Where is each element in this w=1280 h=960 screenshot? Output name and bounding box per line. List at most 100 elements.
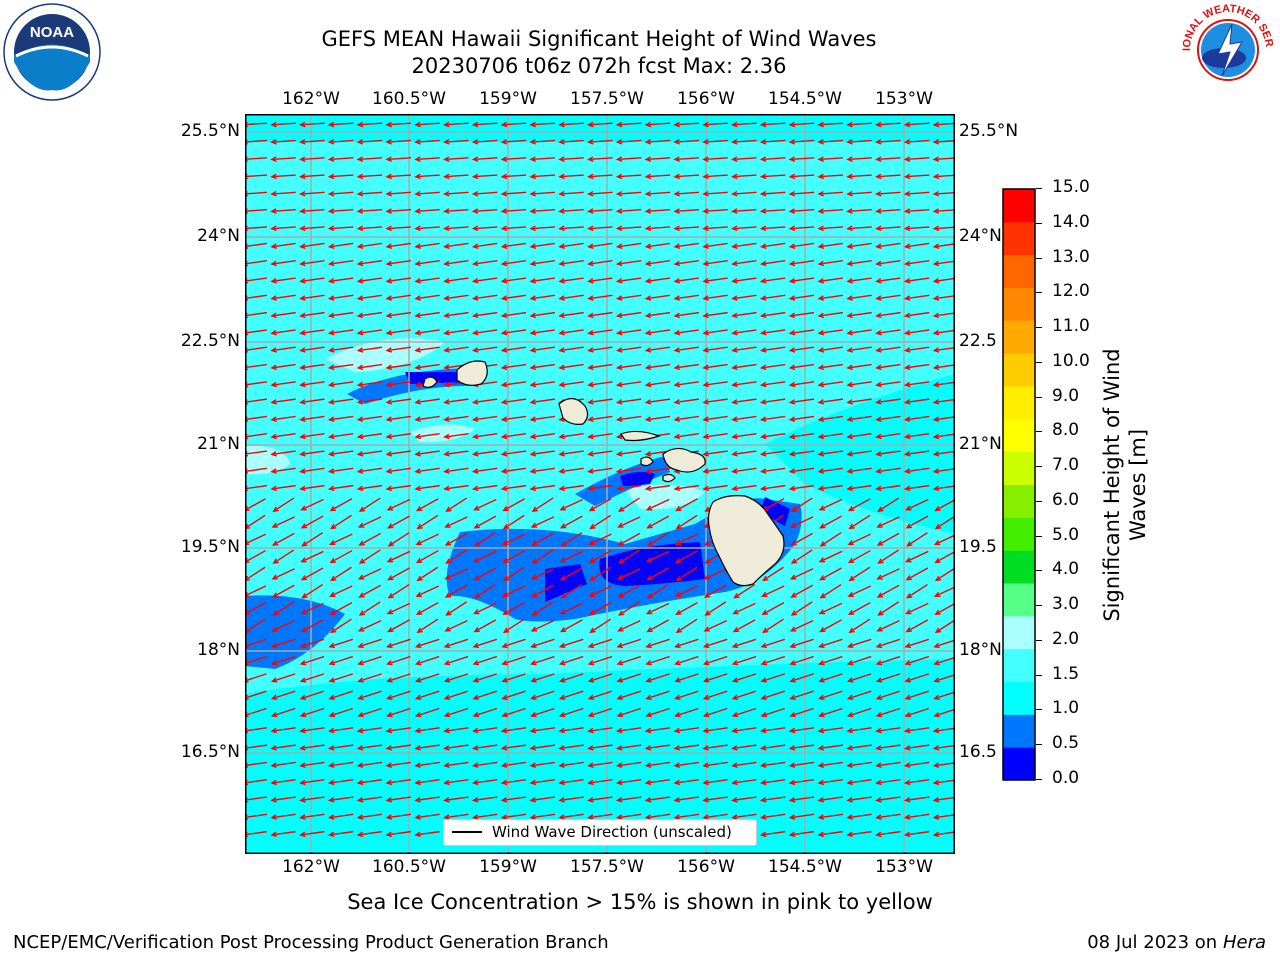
wave-direction-arrow [704, 690, 728, 700]
wave-direction-arrow [847, 226, 872, 230]
wave-direction-arrowhead [444, 522, 451, 528]
wave-direction-arrow [502, 415, 527, 421]
wave-direction-arrow [618, 497, 640, 512]
wave-direction-arrow [245, 498, 266, 511]
wave-direction-arrowhead [414, 208, 421, 214]
wave-direction-arrow [934, 174, 954, 178]
wave-direction-arrow [905, 174, 930, 178]
wave-direction-arrowhead [385, 295, 393, 301]
wave-direction-arrow [531, 813, 555, 819]
wave-direction-arrowhead [530, 660, 537, 666]
wave-direction-arrowhead [731, 364, 738, 371]
wave-direction-arrow [474, 619, 497, 633]
wave-direction-arrowhead [847, 505, 855, 512]
lon-tick-bottom: 162°W [282, 857, 340, 877]
wave-direction-arrowhead [819, 627, 826, 633]
wave-direction-arrow [905, 484, 930, 490]
colorbar-segment [1003, 583, 1035, 617]
wave-direction-arrow [732, 638, 757, 648]
wave-direction-arrowhead [531, 506, 538, 513]
wave-direction-arrowhead [559, 557, 566, 563]
wave-direction-arrowhead [471, 779, 479, 786]
high-wave-region [545, 564, 587, 602]
wave-direction-arrowhead [271, 626, 278, 632]
wave-direction-arrowhead [819, 541, 826, 547]
island-niihau [422, 376, 438, 388]
wave-direction-arrow [559, 484, 584, 490]
wave-direction-arrow [617, 761, 642, 767]
wave-direction-arrow [732, 796, 757, 802]
wave-direction-arrow [329, 761, 354, 767]
wave-direction-arrowhead [703, 626, 710, 632]
wave-direction-arrow [358, 761, 383, 767]
wave-direction-arrowhead [788, 190, 796, 197]
wave-direction-arrow [358, 277, 383, 283]
wave-direction-arrow [905, 467, 930, 473]
wave-direction-arrowhead [587, 364, 594, 371]
light-patch [410, 424, 475, 443]
wave-direction-arrowhead [471, 121, 479, 128]
wave-direction-arrowhead [876, 522, 883, 528]
wave-direction-arrowhead [356, 831, 364, 838]
wave-direction-arrowhead [443, 225, 450, 232]
wave-direction-arrow [559, 346, 584, 352]
wave-direction-arrow [819, 602, 843, 615]
wave-direction-arrow [876, 208, 901, 213]
wave-direction-arrow [271, 727, 296, 732]
wave-direction-arrowhead [500, 762, 508, 768]
wave-direction-arrow [617, 398, 642, 404]
wave-direction-arrow [675, 381, 699, 386]
wave-direction-arrowhead [558, 762, 565, 768]
wave-direction-arrowhead [443, 173, 450, 180]
wave-direction-arrow [732, 450, 757, 456]
wave-direction-arrow [588, 208, 613, 213]
wave-direction-arrow [245, 585, 267, 597]
wave-direction-arrowhead [673, 173, 680, 180]
wave-direction-arrowhead [875, 779, 882, 786]
wave-direction-arrow [732, 707, 757, 717]
wave-direction-arrow [732, 242, 757, 248]
wave-direction-arrowhead [788, 451, 796, 457]
wave-direction-arrowhead [731, 243, 738, 249]
wave-direction-arrow [588, 673, 613, 682]
wave-direction-arrowhead [761, 591, 768, 597]
wave-direction-arrow [703, 433, 728, 438]
wave-direction-arrow [502, 363, 527, 369]
wave-direction-arrow [732, 744, 757, 750]
wave-direction-arrowhead [789, 711, 796, 718]
wave-direction-arrow [387, 673, 411, 682]
wave-direction-arrowhead [385, 208, 392, 214]
wave-direction-arrow [416, 707, 440, 717]
wave-direction-arrow [245, 618, 266, 633]
wave-direction-arrow [790, 450, 815, 456]
wave-direction-arrow [762, 566, 784, 581]
wave-direction-arrowhead [644, 121, 652, 128]
wave-direction-arrowhead [443, 260, 450, 267]
wave-direction-arrowhead [356, 156, 364, 162]
wave-direction-arrowhead [587, 347, 594, 353]
wave-direction-arrow [761, 398, 786, 404]
wave-direction-arrow [732, 415, 757, 421]
wave-direction-arrow [790, 122, 815, 126]
wave-direction-arrowhead [615, 312, 623, 319]
wave-direction-arrow [847, 744, 872, 750]
wave-direction-arrowhead [875, 451, 882, 457]
wave-direction-arrowhead [846, 173, 853, 180]
wave-direction-arrow [329, 277, 354, 283]
wave-direction-arrow [703, 727, 728, 732]
wave-direction-arrow [388, 532, 410, 547]
wave-direction-arrow [387, 744, 411, 750]
wave-direction-arrowhead [933, 677, 940, 683]
wave-direction-arrowhead [732, 627, 740, 633]
colorbar-tick-mark [1036, 674, 1042, 676]
wave-direction-arrowhead [818, 677, 825, 683]
wave-direction-arrow [415, 779, 440, 784]
wave-direction-arrowhead [329, 539, 336, 546]
wave-direction-arrow [732, 673, 757, 682]
wave-direction-arrowhead [673, 260, 681, 267]
wave-direction-arrowhead [759, 173, 767, 180]
wave-direction-arrow [245, 779, 267, 784]
wave-direction-arrow [415, 139, 440, 143]
wave-direction-arrow [502, 638, 526, 648]
wave-direction-arrow [905, 779, 930, 784]
